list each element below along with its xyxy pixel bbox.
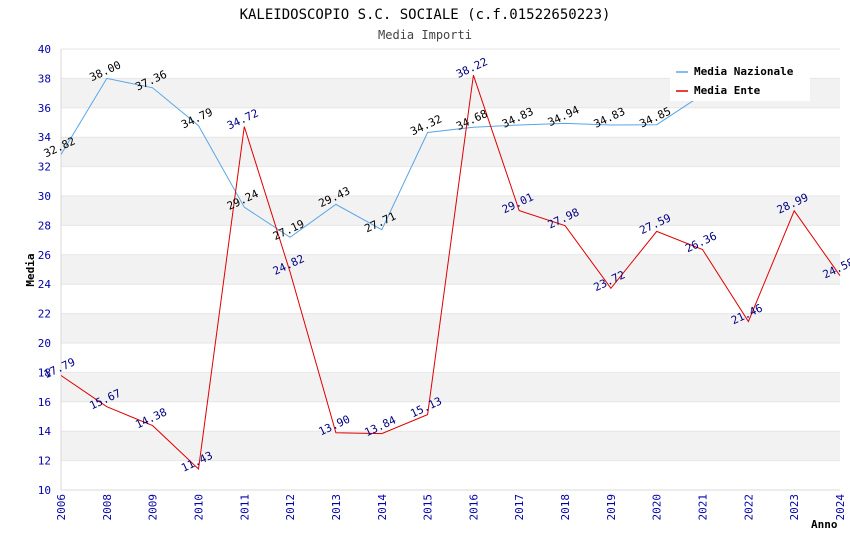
y-tick-labels: 10 12 14 16 18 20 22 24 26 28 30 32 34 36 38 40 bbox=[38, 43, 52, 497]
y-tick-label: 20 bbox=[38, 337, 51, 350]
y-tick-label: 32 bbox=[38, 161, 51, 174]
x-tick-label: 2006 bbox=[55, 494, 68, 521]
grid-band bbox=[61, 254, 840, 285]
data-label: 34.83 bbox=[500, 105, 536, 131]
chart-subtitle: Media Importi bbox=[378, 28, 472, 42]
y-tick-label: 30 bbox=[38, 190, 51, 203]
grid-band bbox=[61, 372, 840, 402]
x-tick-label: 2013 bbox=[330, 494, 343, 521]
series-line-nazionale bbox=[60, 77, 703, 238]
x-tick-label: 2024 bbox=[834, 494, 847, 521]
x-tick-label: 2012 bbox=[284, 494, 297, 521]
x-tick-label: 2019 bbox=[605, 494, 618, 521]
x-tick-label: 2023 bbox=[788, 494, 801, 521]
x-tick-label: 2008 bbox=[101, 494, 114, 521]
data-label: 34.85 bbox=[637, 105, 673, 131]
x-tick-label: 2010 bbox=[192, 494, 205, 521]
x-tick-label: 2018 bbox=[559, 494, 572, 521]
grid-band bbox=[61, 431, 840, 461]
y-tick-label: 14 bbox=[38, 425, 52, 438]
plot-frame bbox=[60, 49, 840, 491]
y-tick-label: 36 bbox=[38, 102, 51, 115]
y-axis-title: Media bbox=[24, 253, 37, 286]
x-tick-label: 2014 bbox=[376, 494, 389, 521]
grid-band bbox=[61, 137, 840, 167]
y-tick-label: 24 bbox=[38, 278, 52, 291]
x-tick-label: 2009 bbox=[147, 494, 160, 521]
x-tick-label: 2015 bbox=[422, 494, 435, 521]
series-lines bbox=[60, 75, 841, 471]
data-label: 38.22 bbox=[454, 55, 490, 81]
y-tick-label: 40 bbox=[38, 43, 51, 56]
series-line-ente bbox=[60, 75, 841, 471]
data-label: 34.32 bbox=[408, 112, 444, 138]
grid-bands bbox=[61, 48, 840, 491]
x-tick-label: 2017 bbox=[513, 494, 526, 521]
y-tick-label: 28 bbox=[38, 219, 51, 232]
y-tick-label: 34 bbox=[38, 131, 52, 144]
chart-title: KALEIDOSCOPIO S.C. SOCIALE (c.f.01522650… bbox=[240, 7, 611, 23]
data-label: 34.68 bbox=[454, 107, 490, 133]
grid-band bbox=[61, 196, 840, 226]
x-axis-title: Anno bbox=[811, 518, 838, 531]
legend: Media Nazionale Media Ente bbox=[670, 61, 810, 101]
y-tick-label: 26 bbox=[38, 249, 51, 262]
y-tick-label: 18 bbox=[38, 366, 51, 379]
y-tick-label: 22 bbox=[38, 308, 51, 321]
data-label: 34.72 bbox=[225, 107, 261, 133]
y-tick-label: 16 bbox=[38, 396, 51, 409]
x-tick-labels: 2006 2008 2009 2010 2011 2012 2013 2014 2015 2016… bbox=[55, 494, 847, 521]
x-tick-label: 2022 bbox=[742, 494, 755, 521]
legend-label-ente: Media Ente bbox=[694, 84, 761, 97]
x-tick-label: 2011 bbox=[238, 494, 251, 521]
data-label: 34.83 bbox=[592, 105, 628, 131]
data-label: 34.79 bbox=[179, 106, 215, 132]
legend-label-nazionale: Media Nazionale bbox=[694, 65, 794, 78]
x-tick-label: 2020 bbox=[651, 494, 664, 521]
x-tick-label: 2021 bbox=[697, 494, 710, 521]
y-tick-label: 10 bbox=[38, 484, 51, 497]
y-tick-label: 38 bbox=[38, 72, 51, 85]
y-tick-label: 12 bbox=[38, 455, 51, 468]
data-label: 26.36 bbox=[683, 229, 719, 255]
data-label: 14.38 bbox=[133, 406, 169, 432]
legend-box bbox=[670, 61, 810, 101]
x-tick-label: 2016 bbox=[467, 494, 480, 521]
grid-band bbox=[61, 313, 840, 343]
